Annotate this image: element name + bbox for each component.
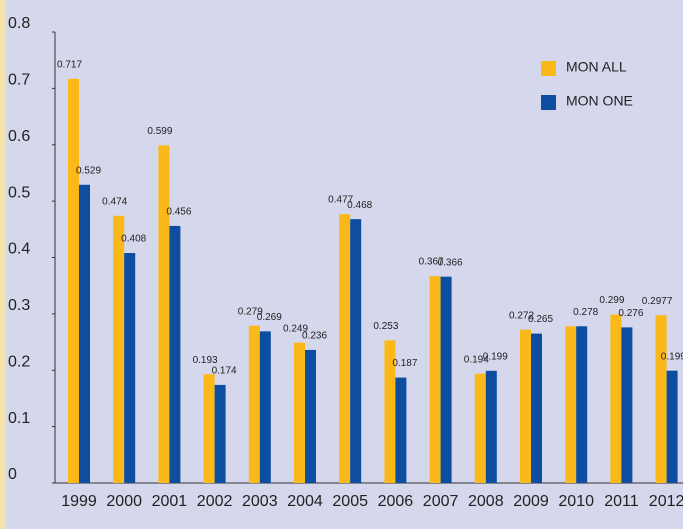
x-tick-label: 2004	[287, 493, 323, 510]
bar	[655, 315, 667, 483]
y-tick-label: 0.8	[8, 15, 30, 32]
value-label: 0.279	[238, 306, 263, 317]
value-label: 0.474	[102, 196, 127, 207]
bar	[610, 314, 622, 483]
bar	[350, 219, 362, 484]
bar	[214, 384, 226, 483]
value-label: 0.174	[212, 366, 237, 377]
left-strip	[0, 0, 6, 529]
bar	[395, 377, 407, 483]
value-label: 0.269	[257, 312, 282, 323]
x-tick-label: 2010	[558, 493, 594, 510]
value-label: 0.193	[193, 355, 218, 366]
value-label: 0.477	[328, 195, 353, 206]
bar	[169, 225, 181, 483]
bar	[259, 331, 271, 483]
value-label: 0.276	[618, 308, 643, 319]
value-label: 0.599	[147, 126, 172, 137]
y-tick-label: 0.7	[8, 72, 30, 89]
value-label: 0.194	[464, 354, 489, 365]
value-label: 0.2977	[642, 296, 673, 307]
bar	[666, 370, 678, 483]
x-tick-label: 2003	[242, 493, 278, 510]
y-tick-label: 0.2	[8, 353, 30, 370]
value-label: 0.236	[302, 331, 327, 342]
bar	[68, 78, 79, 483]
value-label: 0.717	[57, 59, 82, 70]
y-tick-label: 0.5	[8, 184, 30, 201]
value-label: 0.253	[373, 321, 398, 332]
value-label: 0.249	[283, 323, 308, 334]
bar	[203, 374, 215, 483]
value-label: 0.366	[438, 257, 463, 268]
legend-label: MON ALL	[566, 59, 627, 75]
y-tick-label: 0.6	[8, 128, 30, 145]
bar	[113, 215, 125, 483]
x-tick-label: 2001	[152, 493, 188, 510]
x-tick-label: 2002	[197, 493, 233, 510]
x-tick-label: 2005	[332, 493, 368, 510]
bar	[124, 252, 136, 483]
value-label: 0.187	[392, 358, 417, 369]
value-label: 0.278	[573, 307, 598, 318]
bar	[485, 370, 497, 483]
legend-swatch	[541, 61, 556, 76]
bar	[576, 326, 588, 483]
x-tick-label: 2009	[513, 493, 549, 510]
value-label: 0.265	[528, 314, 553, 325]
bar	[339, 214, 351, 483]
y-tick-label: 0	[8, 466, 17, 483]
value-label: 0.529	[76, 165, 101, 176]
bar	[294, 342, 305, 483]
value-label: 0.468	[347, 200, 372, 211]
bar	[621, 327, 633, 483]
x-tick-label: 2011	[604, 493, 639, 510]
value-label: 0.199	[483, 351, 508, 362]
y-tick-label: 0.4	[8, 241, 30, 258]
value-label: 0.299	[599, 295, 624, 306]
bar	[531, 333, 542, 483]
x-tick-label: 2007	[423, 493, 459, 510]
bar	[248, 325, 260, 483]
bar	[79, 184, 90, 483]
y-tick-label: 0.3	[8, 297, 30, 314]
legend-label: MON ONE	[566, 93, 633, 109]
value-label: 0.456	[166, 207, 191, 218]
x-tick-label: 1999	[61, 493, 97, 510]
legend-swatch	[541, 95, 556, 110]
x-tick-label: 2000	[106, 493, 142, 510]
bar	[520, 329, 531, 483]
bar	[158, 145, 170, 483]
bar	[305, 349, 316, 483]
bar	[565, 326, 577, 483]
bar	[429, 276, 441, 483]
bar	[384, 340, 396, 483]
bar	[440, 276, 452, 483]
value-label: 0.272	[509, 310, 534, 321]
x-tick-label: 2008	[468, 493, 504, 510]
x-tick-label: 2006	[378, 493, 414, 510]
value-label: 0.367	[419, 257, 444, 268]
x-tick-label: 2012	[649, 493, 683, 510]
y-tick-label: 0.1	[8, 410, 30, 427]
bar	[474, 373, 486, 483]
value-label: 0.408	[121, 234, 146, 245]
